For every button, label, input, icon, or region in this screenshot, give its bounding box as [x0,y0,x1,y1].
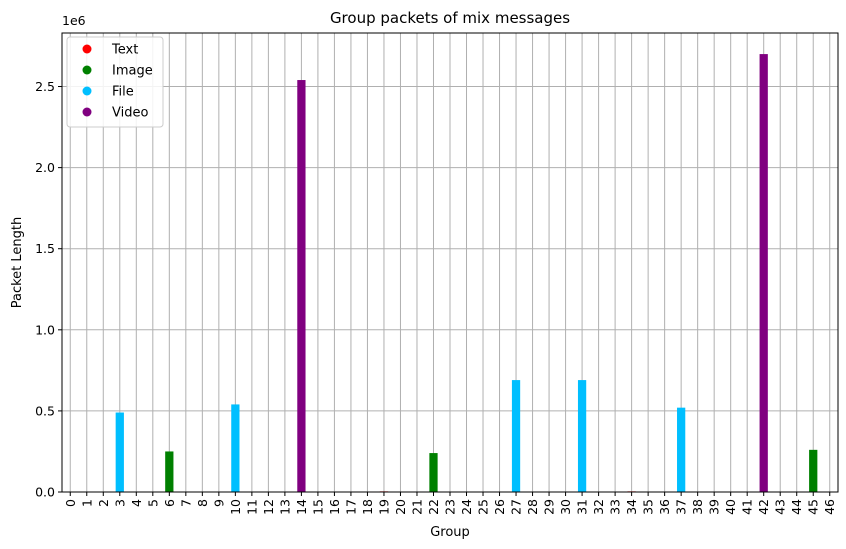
x-tick-label: 39 [707,499,722,515]
x-tick-label: 45 [806,499,821,515]
legend-marker [82,65,92,75]
x-tick-label: 33 [608,499,623,515]
legend-marker [82,44,92,54]
x-tick-label: 15 [310,499,325,515]
x-tick-label: 16 [327,499,342,515]
x-tick-label: 26 [492,499,507,515]
x-tick-label: 19 [376,499,391,515]
x-tick-label: 36 [657,499,672,515]
y-tick-label: 1.5 [35,241,55,256]
bar [677,407,686,492]
x-tick-label: 40 [723,499,738,515]
x-tick-label: 46 [822,499,837,515]
x-tick-label: 37 [674,499,689,515]
legend-label: Image [112,64,153,79]
x-tick-label: 22 [426,499,441,515]
y-tick-label: 0.0 [35,485,55,500]
bar [115,412,124,492]
legend-marker [82,107,92,117]
x-tick-label: 38 [690,499,705,515]
x-tick-label: 7 [178,499,193,507]
legend-box [66,36,164,128]
x-tick-label: 43 [773,499,788,515]
x-tick-label: 17 [343,499,358,515]
x-tick-label: 1 [79,499,94,507]
x-tick-label: 2 [96,499,111,507]
x-tick-label: 42 [756,499,771,515]
x-tick-label: 13 [277,499,292,515]
y-tick-label: 2.0 [35,160,55,175]
x-tick-label: 3 [112,499,127,507]
x-tick-label: 29 [542,499,557,515]
legend-label: Video [112,106,148,121]
x-tick-label: 35 [641,499,656,515]
x-tick-label: 44 [789,499,804,515]
bar [429,453,438,492]
y-axis-multiplier: 1e6 [62,13,86,28]
y-tick-label: 0.5 [35,403,55,418]
x-tick-label: 6 [162,499,177,507]
x-tick-label: 30 [558,499,573,515]
x-tick-label: 32 [591,499,606,515]
x-tick-label: 23 [443,499,458,515]
legend-marker [82,86,92,96]
chart-title: Group packets of mix messages [330,9,570,27]
x-tick-label: 4 [129,499,144,507]
x-axis-label: Group [430,525,470,540]
grid [62,33,838,493]
x-tick-label: 24 [459,499,474,515]
bar [165,451,174,492]
y-tick-label: 1.0 [35,322,55,337]
bar [577,380,587,492]
bar [511,380,521,492]
bar [759,54,768,492]
bar [231,404,240,492]
legend: Text Image File Video [66,36,164,128]
y-tick-label: 2.5 [35,79,55,94]
x-tick-label: 12 [261,499,276,515]
x-tick-label: 9 [211,499,226,507]
x-tick-label: 21 [409,499,424,515]
x-tick-label: 11 [244,499,259,515]
x-tick-label: 31 [575,499,590,515]
legend-label: File [112,85,134,100]
x-tick-label: 14 [294,499,309,515]
x-tick-label: 34 [624,499,639,515]
x-tick-label: 28 [525,499,540,515]
x-tick-label: 41 [740,499,755,515]
y-axis-ticks: 0.0 0.5 1.0 1.5 2.0 2.5 [35,79,62,500]
x-tick-label: 25 [476,499,491,515]
legend-label: Text [111,43,138,58]
x-axis-ticks: 0 1 2 3 4 5 6 7 8 9 10 11 12 13 14 15 16 17 18 19 20 21 22 23 24… [63,492,837,515]
x-tick-label: 0 [63,499,78,507]
x-tick-label: 5 [145,499,160,507]
bar [297,80,306,492]
bar [809,449,818,492]
y-axis-label: Packet Length [10,217,25,309]
x-tick-label: 18 [360,499,375,515]
x-tick-label: 8 [195,499,210,507]
x-tick-label: 20 [393,499,408,515]
bars [66,54,834,493]
x-tick-label: 10 [228,499,243,515]
x-tick-label: 27 [509,499,524,515]
